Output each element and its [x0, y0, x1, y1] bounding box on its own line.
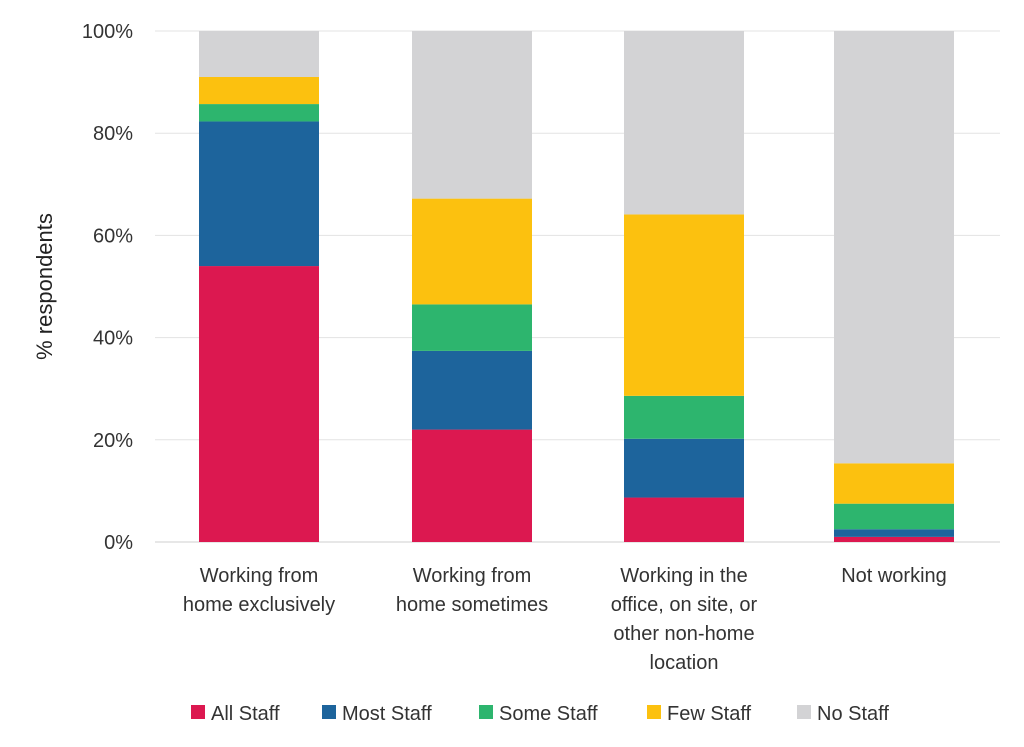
- x-tick-label-line: office, on site, or: [611, 594, 758, 616]
- x-tick-label-line: home sometimes: [396, 594, 548, 616]
- x-tick-label: Working from home exclusively: [183, 565, 335, 616]
- legend-swatch: [191, 705, 205, 719]
- bar-segment: [412, 304, 532, 351]
- legend-swatch: [797, 705, 811, 719]
- x-tick-label-line: home exclusively: [183, 594, 335, 616]
- y-tick-label: 60%: [93, 225, 133, 247]
- bar-segment: [199, 266, 319, 542]
- y-tick-label: 40%: [93, 328, 133, 350]
- x-tick-label: Working from home sometimes: [396, 565, 548, 616]
- legend-item: All Staff: [191, 703, 280, 725]
- bar-segment: [624, 214, 744, 396]
- bar-stack: [412, 31, 532, 542]
- y-axis-title: % respondents: [32, 213, 57, 360]
- legend-item: Most Staff: [322, 703, 432, 725]
- legend-label: Few Staff: [667, 703, 752, 725]
- bar-segment: [624, 395, 744, 439]
- bar-segment: [412, 198, 532, 305]
- bar-segment: [199, 121, 319, 267]
- x-tick-label-line: location: [650, 652, 719, 674]
- bar-segment: [412, 31, 532, 199]
- legend-swatch: [322, 705, 336, 719]
- bars: [199, 31, 954, 542]
- legend-swatch: [479, 705, 493, 719]
- bar-segment: [834, 503, 954, 530]
- x-tick-label: Not working: [841, 565, 947, 587]
- y-tick-label: 0%: [104, 532, 133, 554]
- y-tick-label: 20%: [93, 430, 133, 452]
- legend-label: No Staff: [817, 703, 889, 725]
- bar-segment: [834, 536, 954, 542]
- x-tick-label: Working in the office, on site, or other n…: [611, 565, 758, 674]
- legend-label: All Staff: [211, 703, 280, 725]
- legend: All Staff Most Staff Some Staff Few Staff No…: [191, 703, 889, 725]
- legend-item: Some Staff: [479, 703, 598, 725]
- y-tick-label: 100%: [82, 21, 133, 43]
- bar-segment: [412, 429, 532, 542]
- bar-stack: [199, 31, 319, 542]
- legend-label: Most Staff: [342, 703, 432, 725]
- bar-segment: [199, 104, 319, 122]
- x-tick-label-line: Working from: [413, 565, 532, 587]
- bar-segment: [834, 463, 954, 504]
- legend-item: Few Staff: [647, 703, 752, 725]
- bar-stack: [834, 31, 954, 542]
- bar-segment: [624, 497, 744, 542]
- y-tick-label: 80%: [93, 123, 133, 145]
- bar-segment: [199, 76, 319, 105]
- x-tick-label-line: Not working: [841, 565, 947, 587]
- legend-swatch: [647, 705, 661, 719]
- bar-stack: [624, 31, 744, 542]
- y-axis-ticks: 0% 20% 40% 60% 80% 100%: [82, 21, 133, 554]
- legend-item: No Staff: [797, 703, 889, 725]
- bar-segment: [624, 31, 744, 215]
- bar-segment: [412, 350, 532, 430]
- bar-segment: [199, 31, 319, 77]
- x-tick-label-line: Working from: [200, 565, 319, 587]
- bar-segment: [834, 31, 954, 464]
- bar-segment: [834, 529, 954, 537]
- x-tick-label-line: Working in the: [620, 565, 747, 587]
- legend-label: Some Staff: [499, 703, 598, 725]
- bar-segment: [624, 438, 744, 498]
- x-tick-label-line: other non-home: [613, 623, 754, 645]
